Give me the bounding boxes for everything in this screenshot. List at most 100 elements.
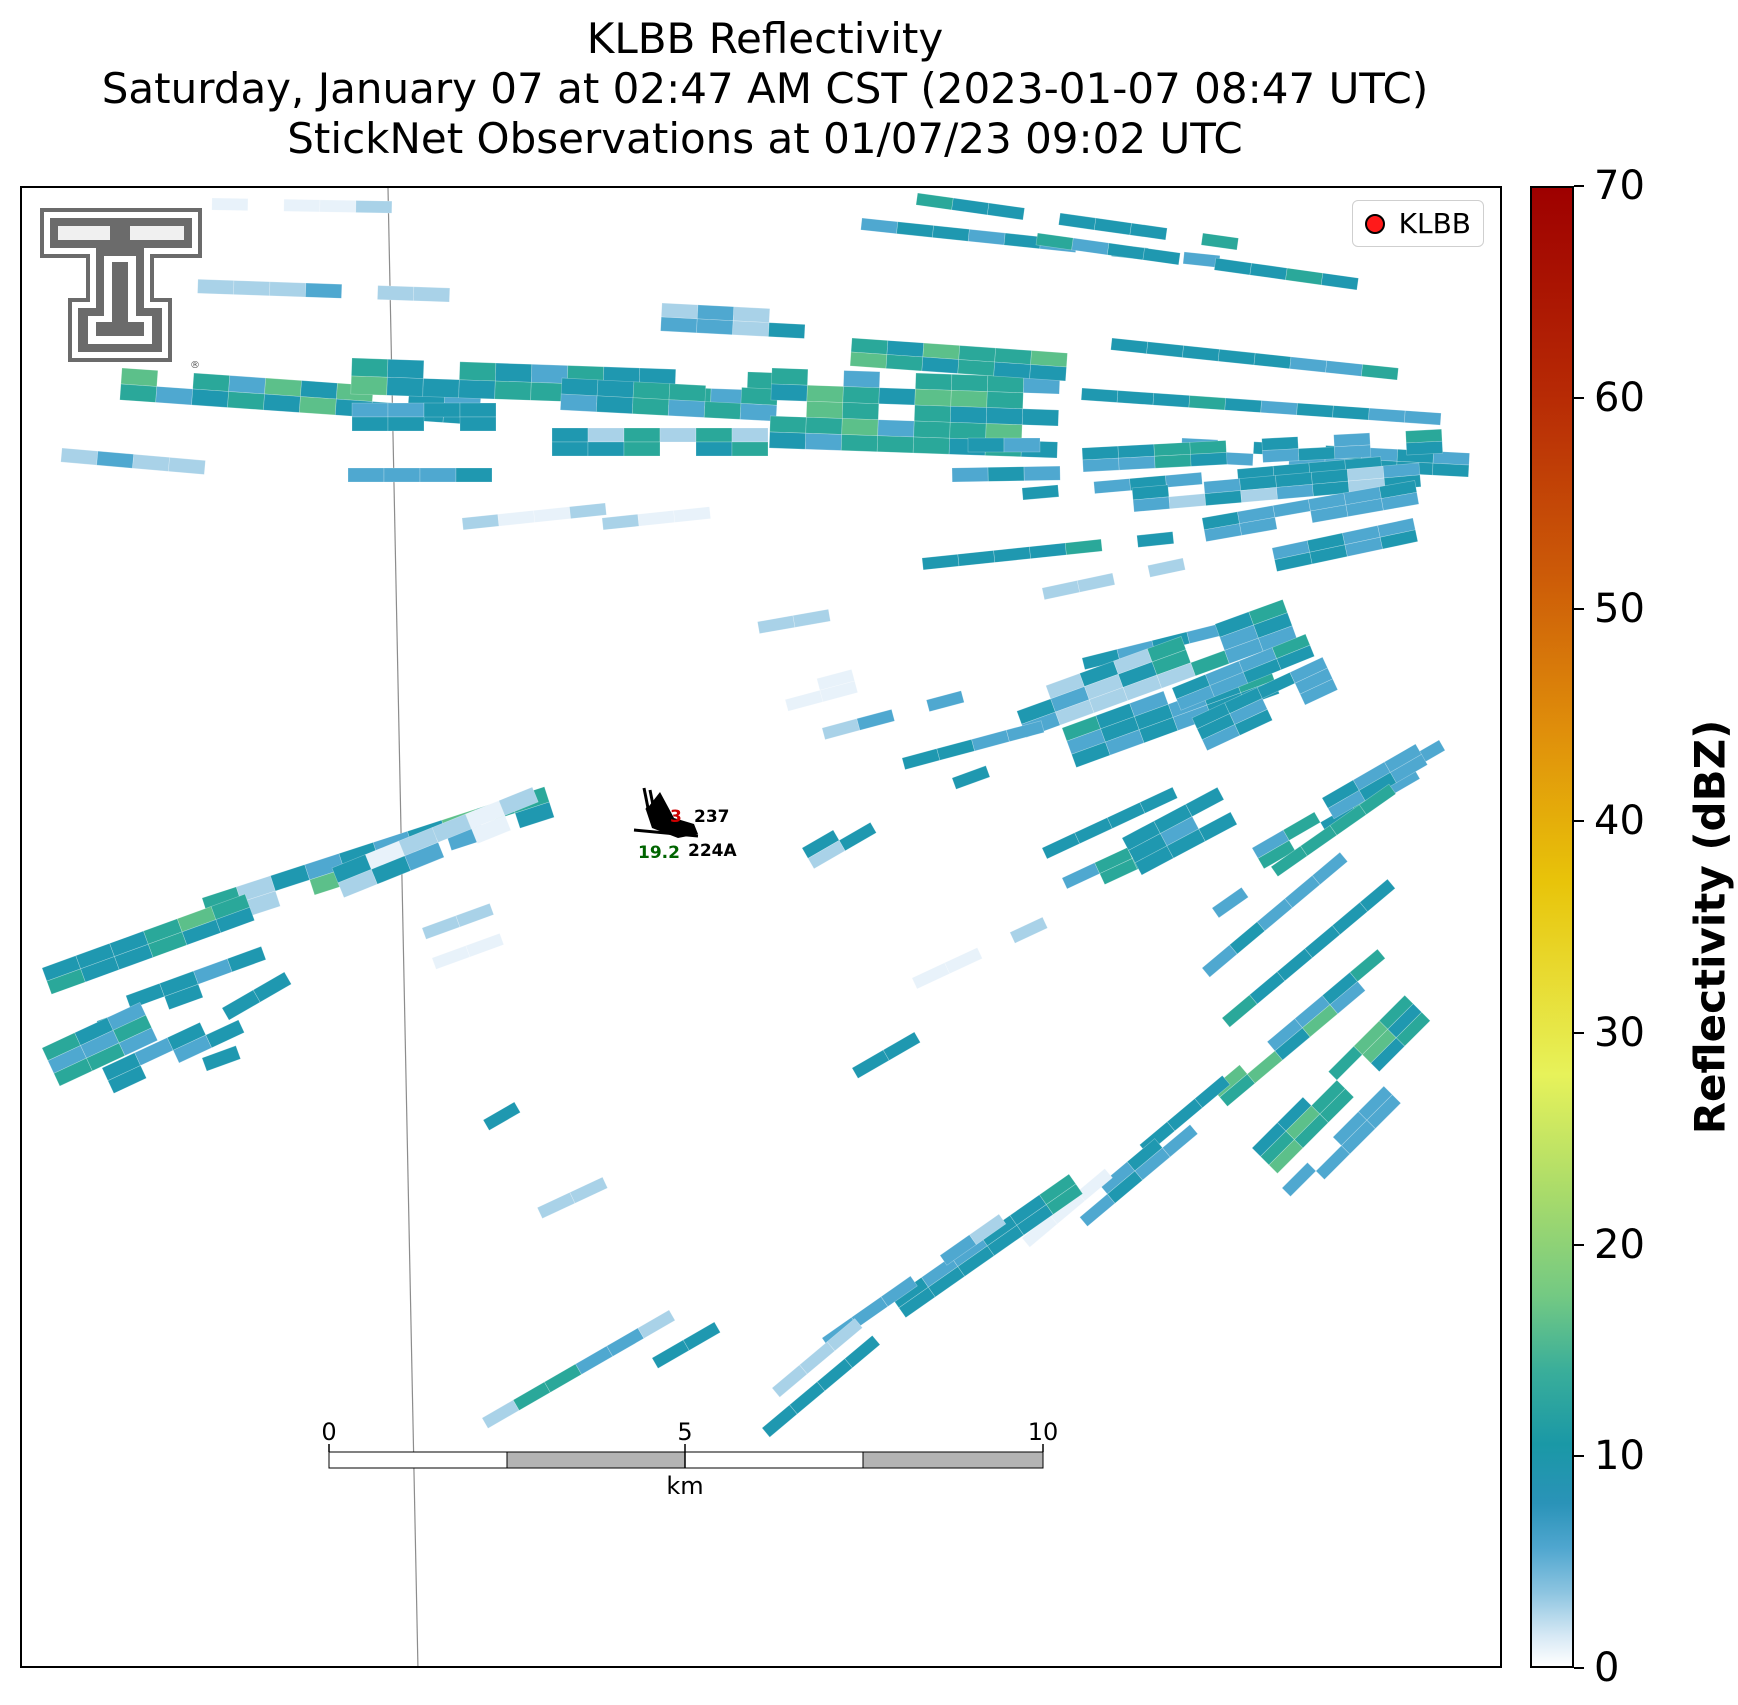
reflectivity-streak [1080, 387, 1442, 426]
reflectivity-gate [1074, 817, 1113, 845]
map-legend: KLBB [1351, 200, 1484, 247]
reflectivity-gate [120, 367, 159, 387]
radar-map[interactable]: ® 3 237 19.2 224A 0 5 10 km [20, 186, 1502, 1668]
reflectivity-gate [668, 383, 707, 402]
reflectivity-streak [197, 278, 451, 303]
reflectivity-gate [913, 420, 951, 439]
reflectivity-gate [350, 375, 388, 396]
reflectivity-gate [551, 441, 589, 457]
reflectivity-gate [901, 748, 941, 770]
reflectivity-gate [949, 421, 987, 440]
reflectivity-gate [1116, 390, 1155, 406]
reflectivity-streak [1016, 599, 1298, 738]
reflectivity-streak [851, 1031, 921, 1079]
reflectivity-streak [461, 502, 607, 531]
county-boundary-line [387, 188, 419, 1666]
reflectivity-gate [789, 1381, 826, 1415]
reflectivity-gate [1395, 1011, 1431, 1047]
reflectivity-streak [41, 1001, 159, 1087]
reflectivity-gate [936, 738, 976, 761]
reflectivity-gate [732, 306, 771, 323]
reflectivity-gate [784, 689, 824, 712]
reflectivity-gate [843, 370, 881, 389]
reflectivity-gate [269, 281, 307, 298]
reflectivity-gate [264, 377, 302, 397]
reflectivity-gate [770, 383, 808, 402]
reflectivity-gate [96, 450, 135, 469]
reflectivity-gate [387, 358, 425, 379]
scale-unit: km [666, 1472, 703, 1500]
reflectivity-gate [623, 441, 661, 457]
reflectivity-gate [1190, 452, 1228, 467]
reflectivity-gate [168, 457, 206, 475]
reflectivity-streak [761, 1335, 881, 1438]
reflectivity-gate [1081, 445, 1119, 461]
reflectivity-gate [1359, 783, 1397, 816]
reflectivity-gate [768, 322, 806, 339]
reflectivity-gate [431, 945, 471, 970]
reflectivity-gate [1249, 262, 1288, 281]
reflectivity-gate [606, 1327, 645, 1357]
reflectivity-gate [1021, 484, 1060, 501]
reflectivity-gate [860, 217, 899, 235]
reflectivity-gate [201, 1045, 242, 1072]
reflectivity-gate [1080, 387, 1119, 403]
reflectivity-gate [799, 1341, 836, 1375]
reflectivity-gate [377, 285, 415, 302]
reflectivity-gate [703, 401, 742, 420]
reflectivity-gate [1276, 948, 1313, 982]
reflectivity-gate [1366, 1094, 1402, 1130]
reflectivity-gate [164, 983, 204, 1011]
reflectivity-gate [228, 375, 266, 395]
reflectivity-gate [631, 397, 670, 416]
reflectivity-gate [986, 375, 1025, 394]
reflectivity-gate [1058, 212, 1097, 231]
reflectivity-gate [197, 278, 235, 295]
reflectivity-streak [951, 465, 1061, 483]
reflectivity-gate [595, 395, 634, 415]
reflectivity-gate [1229, 921, 1266, 955]
reflectivity-gate [877, 419, 915, 438]
reflectivity-gate [882, 1031, 921, 1061]
reflectivity-gate [560, 377, 599, 397]
reflectivity-streak [60, 447, 206, 475]
reflectivity-streak [915, 192, 1239, 251]
reflectivity-streak [551, 427, 769, 457]
reflectivity-gate [1194, 1075, 1231, 1109]
reflectivity-gate [632, 381, 671, 400]
scale-tick-5: 5 [677, 1418, 692, 1446]
reflectivity-gate [512, 1381, 551, 1411]
reflectivity-gate [896, 221, 934, 238]
reflectivity-streak [431, 932, 505, 970]
reflectivity-gate [575, 1345, 614, 1375]
reflectivity-gate [1030, 350, 1068, 368]
reflectivity-streak [351, 402, 497, 432]
reflectivity-gate [1298, 446, 1336, 461]
reflectivity-gate [227, 391, 265, 411]
reflectivity-gate [841, 402, 880, 421]
reflectivity-gate [1005, 720, 1045, 743]
reflectivity-gate [806, 384, 844, 403]
reflectivity-streak [849, 337, 1068, 382]
reflectivity-gate [1320, 272, 1359, 291]
reflectivity-gate [1168, 493, 1207, 510]
reflectivity-streak [1271, 517, 1419, 572]
reflectivity-gate [155, 386, 194, 406]
reflectivity-gate [1349, 948, 1386, 982]
reflectivity-gate [596, 379, 635, 399]
reflectivity-gate [601, 513, 640, 531]
reflectivity-gate [1029, 542, 1067, 559]
reflectivity-gate [419, 467, 457, 483]
reflectivity-streak [1041, 786, 1178, 860]
reflectivity-gate [826, 1318, 863, 1352]
reflectivity-gate [958, 345, 996, 363]
reflectivity-gate [1281, 1162, 1317, 1197]
reflectivity-gate [1311, 851, 1349, 886]
reflectivity-gate [1276, 644, 1315, 671]
scale-tick-0: 0 [321, 1418, 336, 1446]
reflectivity-gate [1272, 498, 1311, 518]
reflectivity-gate [987, 466, 1025, 482]
reflectivity-gate [1296, 402, 1334, 418]
reflectivity-gate [494, 380, 532, 401]
reflectivity-gate [1093, 478, 1131, 495]
